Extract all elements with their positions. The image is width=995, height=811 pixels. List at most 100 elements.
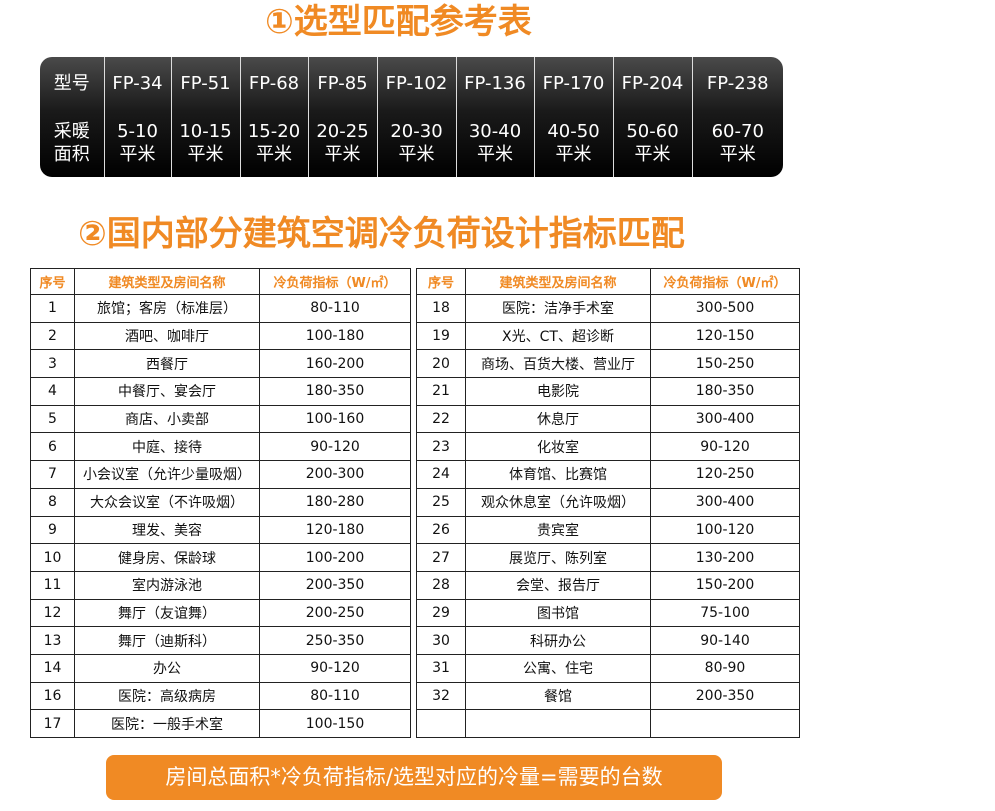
table-cell: 80-110: [259, 294, 411, 323]
table-row: 17 医院：一般手术室 100-150: [30, 709, 411, 738]
area-line: 平米: [477, 144, 513, 165]
table-cell: 5: [30, 404, 75, 434]
table-cell: 中餐厅、宴会厅: [74, 377, 260, 406]
header-row: 序号 建筑类型及房间名称 冷负荷指标（W/㎡）: [30, 268, 411, 295]
header-cell: 冷负荷指标（W/㎡）: [259, 268, 411, 295]
table-cell: 舞厅（友谊舞）: [74, 598, 260, 628]
table-row: 30 科研办公 90-140: [416, 626, 800, 655]
table-cell: 中庭、接待: [74, 432, 260, 462]
empty-cell: [465, 709, 651, 738]
header-cell: FP-136: [455, 57, 534, 109]
table-cell: 180-350: [650, 377, 800, 406]
table-cell: 90-120: [259, 653, 411, 683]
header-row: 型号 FP-34 FP-51 FP-68 FP-85 FP-102 FP-136 FP-170…: [40, 57, 783, 109]
area-line: 60-70: [711, 121, 764, 142]
table-cell: 90-120: [259, 432, 411, 462]
area-cell: 5-10 平米: [103, 109, 171, 177]
table-cell: 办公: [74, 653, 260, 683]
label-line: 面积: [53, 144, 90, 165]
table-row: 12 舞厅（友谊舞） 200-250: [30, 598, 411, 628]
table-cell: 公寓、住宅: [465, 653, 651, 683]
area-cell: 20-25 平米: [307, 109, 377, 177]
table-cell: 16: [30, 681, 75, 711]
header-row: 序号 建筑类型及房间名称 冷负荷指标（W/㎡）: [416, 268, 800, 295]
table-cell: 商店、小卖部: [74, 404, 260, 434]
area-line: 平米: [398, 144, 435, 165]
table-cell: 160-200: [259, 349, 411, 379]
area-row: 采暖 面积 5-10 平米 10-15 平米 15-20 平米 20-25 平米 20-30 平米 30…: [40, 109, 783, 177]
table-cell: 商场、百货大楼、营业厅: [465, 349, 651, 379]
table-cell: 150-250: [650, 349, 800, 379]
table-cell: 4: [30, 377, 75, 406]
table-row: 25 观众休息室（允许吸烟） 300-400: [416, 487, 800, 517]
table-cell: 100-180: [259, 321, 411, 351]
area-line: 30-40: [468, 121, 522, 142]
area-cell: 10-15 平米: [170, 109, 240, 177]
table-cell: 300-400: [650, 487, 800, 517]
table-row: 22 休息厅 300-400: [416, 404, 800, 434]
area-line: 平米: [634, 144, 671, 165]
table-cell: 餐馆: [465, 681, 651, 711]
table-cell: 100-200: [259, 543, 411, 572]
table-row: 24 体育馆、比赛馆 120-250: [416, 460, 800, 489]
table-row: 3 西餐厅 160-200: [30, 349, 411, 379]
area-line: 15-20: [247, 121, 301, 142]
table-cell: 120-180: [259, 515, 411, 545]
table-cell: 17: [30, 709, 75, 738]
area-line: 10-15: [179, 121, 232, 142]
table-cell: 12: [30, 598, 75, 628]
table-cell: 医院：一般手术室: [74, 709, 260, 738]
header-cell: FP-51: [170, 57, 240, 109]
table-cell: 21: [416, 377, 466, 406]
table-cell: 22: [416, 404, 466, 434]
table-cell: 11: [30, 570, 75, 600]
table-cell: 100-160: [259, 404, 411, 434]
table-cell: 观众休息室（允许吸烟）: [465, 487, 651, 517]
table-cell: 29: [416, 598, 466, 628]
header-cell: 型号: [53, 72, 90, 94]
load-table-right: 序号 建筑类型及房间名称 冷负荷指标（W/㎡） 18 医院：洁净手术室 300-500 19…: [416, 268, 800, 738]
table-row: 5 商店、小卖部 100-160: [30, 404, 411, 434]
table-row: 19 X光、CT、超诊断 120-150: [416, 321, 800, 351]
table-cell: 80-110: [259, 681, 411, 711]
header-cell: 冷负荷指标（W/㎡）: [650, 268, 800, 295]
header-cell: FP-85: [307, 57, 377, 109]
table-cell: 2: [30, 321, 75, 351]
table-cell: 20: [416, 349, 466, 379]
table-cell: 180-280: [259, 487, 411, 517]
table-row: 27 展览厅、陈列室 130-200: [416, 543, 800, 572]
table-cell: 130-200: [650, 543, 800, 572]
area-cell: 60-70 平米: [691, 109, 783, 177]
area-line: 平米: [719, 144, 756, 165]
table-cell: 31: [416, 653, 466, 683]
table-cell: 图书馆: [465, 598, 651, 628]
table-row: 31 公寓、住宅 80-90: [416, 653, 800, 683]
header-cell: FP-68: [239, 57, 308, 109]
title: ①选型匹配参考表: [265, 2, 532, 42]
area-line: 40-50: [547, 121, 600, 142]
area-line: 50-60: [626, 121, 679, 142]
table-cell: 32: [416, 681, 466, 711]
table-cell: 小会议室（允许少量吸烟）: [74, 460, 260, 489]
table-cell: 科研办公: [465, 626, 651, 655]
table-row: 14 办公 90-120: [30, 653, 411, 683]
table-row: 16 医院：高级病房 80-110: [30, 681, 411, 711]
table-cell: 健身房、保龄球: [74, 543, 260, 572]
area-cell: 20-30 平米: [376, 109, 456, 177]
model-table: 型号 FP-34 FP-51 FP-68 FP-85 FP-102 FP-136 FP-170…: [40, 57, 783, 177]
formula-banner: 房间总面积*冷负荷指标/选型对应的冷量=需要的台数: [106, 755, 722, 800]
header-cell: FP-238: [691, 57, 783, 109]
table-cell: 1: [30, 294, 75, 323]
table-cell: 200-350: [650, 681, 800, 711]
table-row: 13 舞厅（迪斯科） 250-350: [30, 626, 411, 655]
table-cell: 化妆室: [465, 432, 651, 462]
table-cell: 24: [416, 460, 466, 489]
table-cell: 120-150: [650, 321, 800, 351]
table-cell: 26: [416, 515, 466, 545]
table-cell: 展览厅、陈列室: [465, 543, 651, 572]
area-line: 20-25: [316, 121, 369, 142]
table-row: 6 中庭、接待 90-120: [30, 432, 411, 462]
title: ②国内部分建筑空调冷负荷设计指标匹配: [78, 214, 685, 254]
area-cell: 30-40 平米: [455, 109, 534, 177]
table-cell: 6: [30, 432, 75, 462]
